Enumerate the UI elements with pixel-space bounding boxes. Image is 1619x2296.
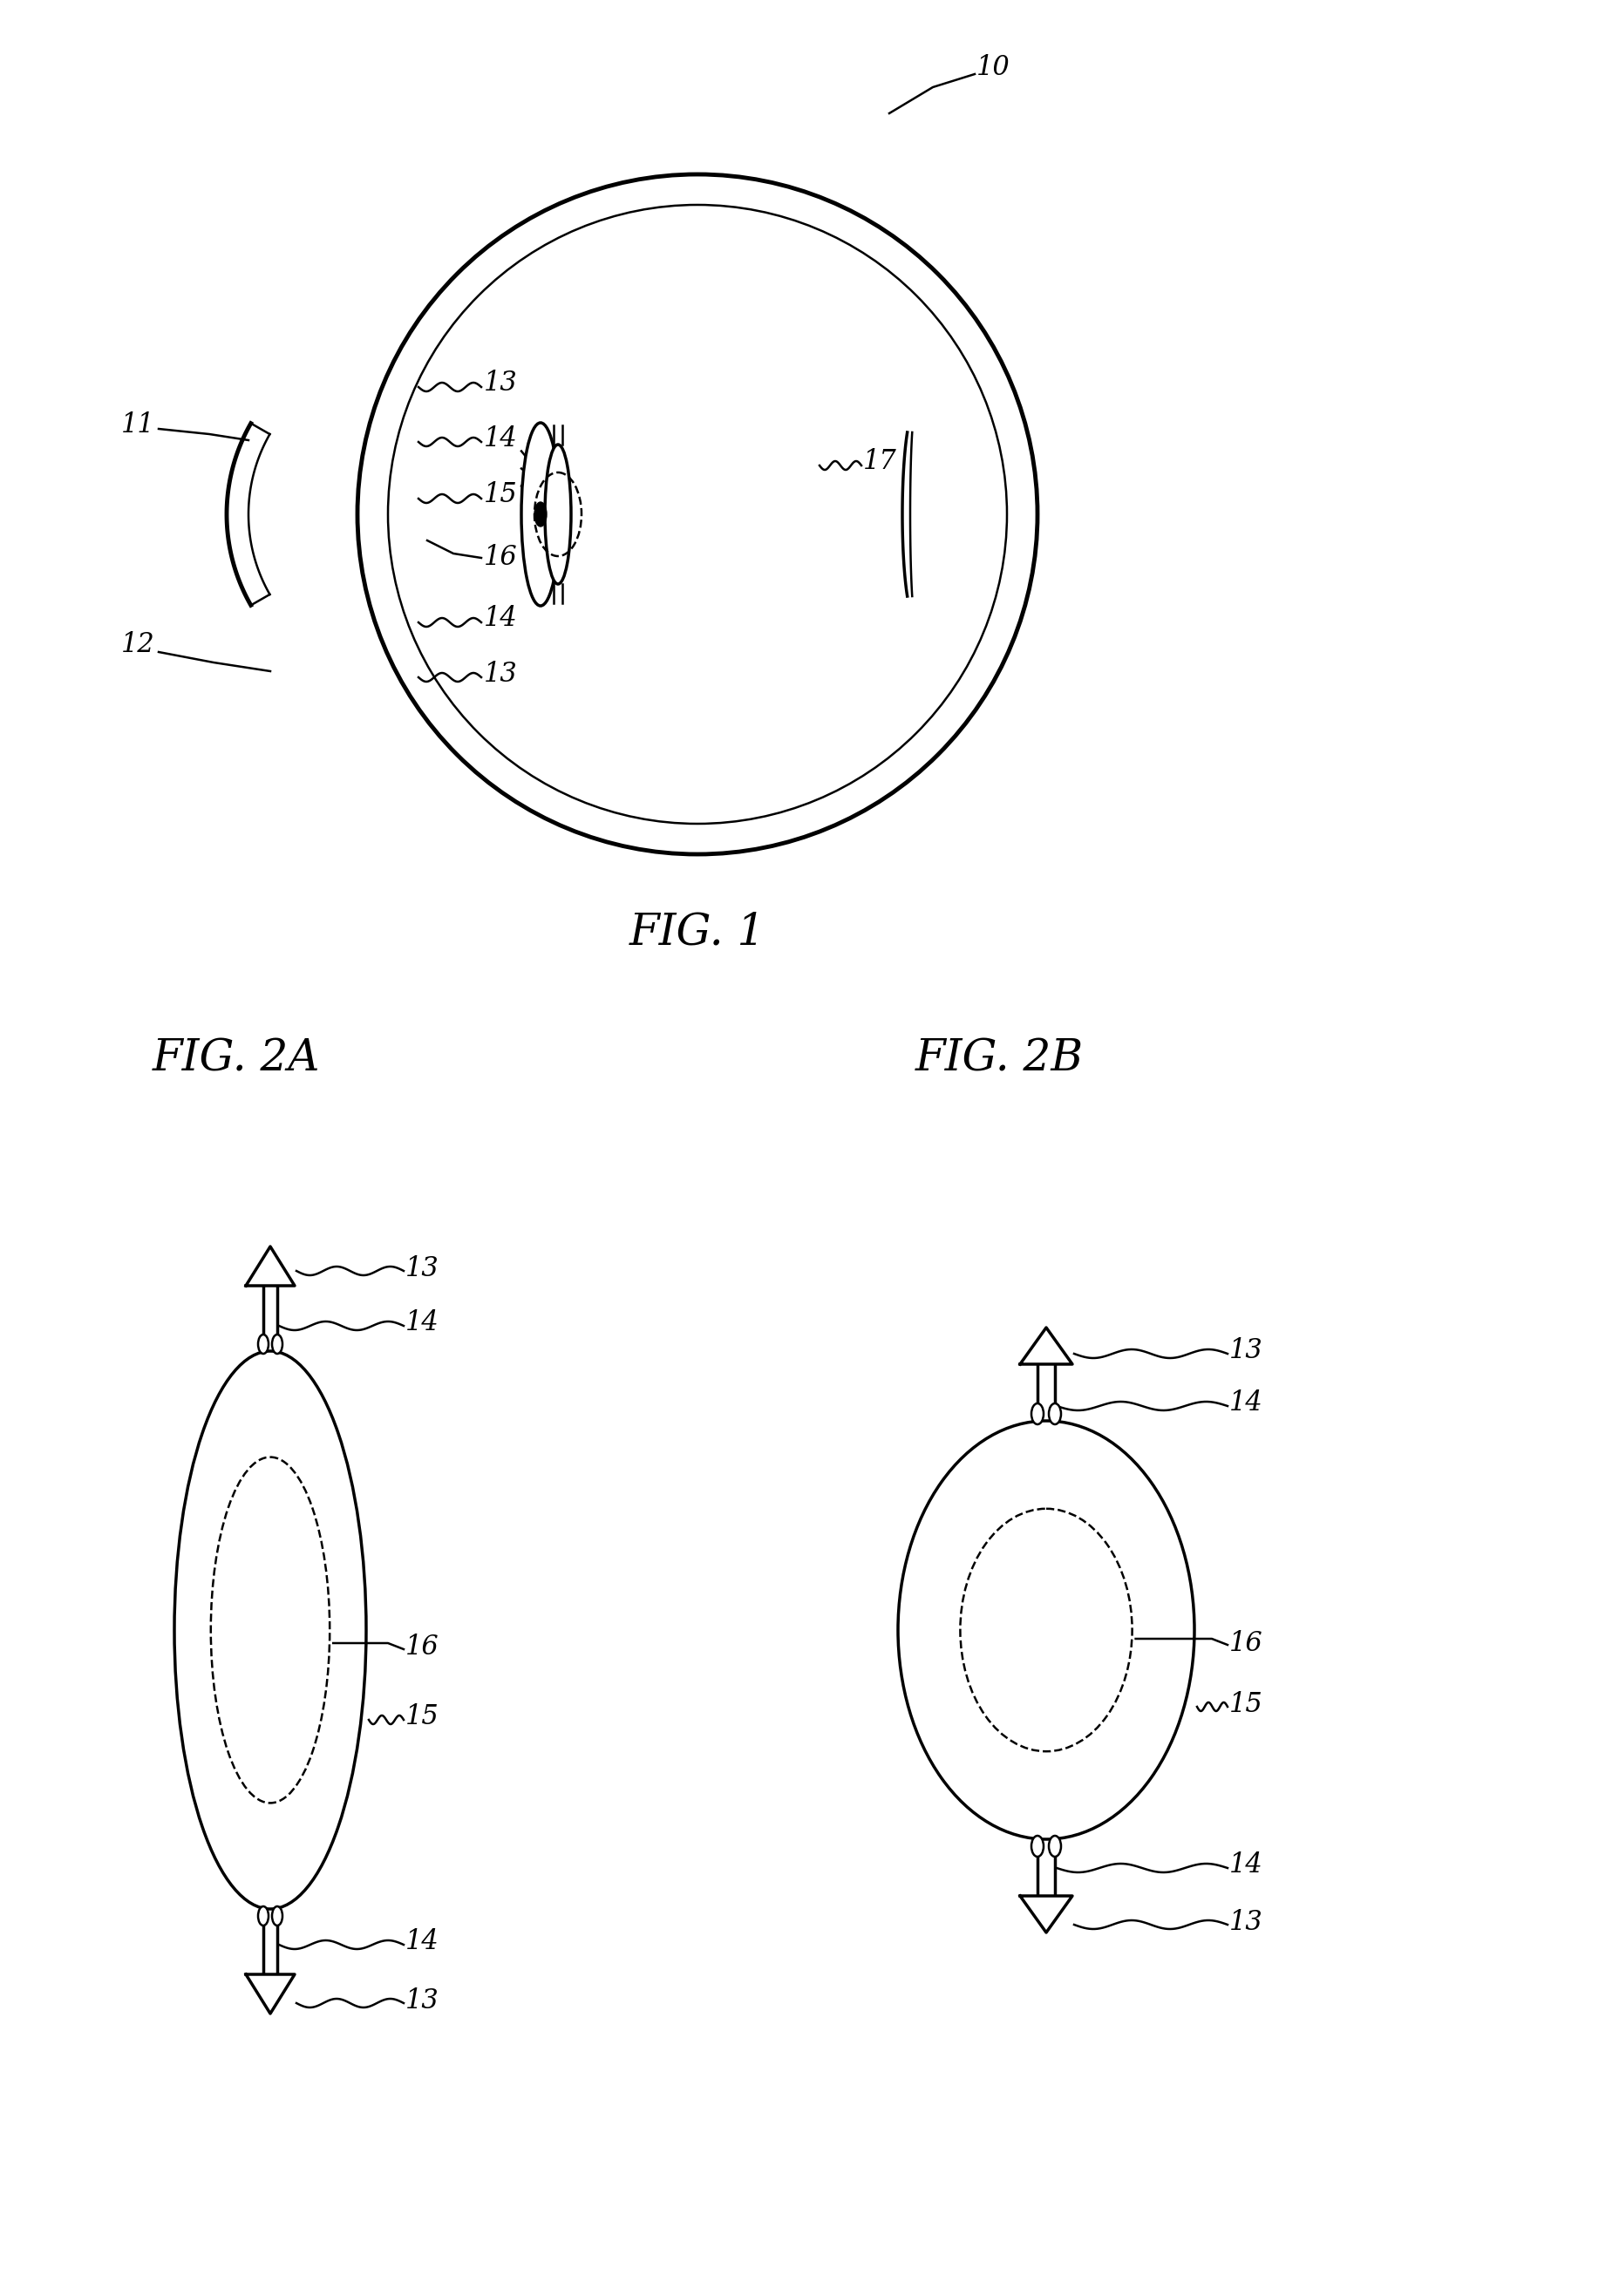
Text: 16: 16 [1229,1630,1263,1658]
Polygon shape [246,1975,295,2014]
Text: 13: 13 [405,1256,439,1281]
Ellipse shape [1047,1837,1060,1857]
Text: 16: 16 [484,544,518,572]
Ellipse shape [257,1906,269,1926]
Text: 13: 13 [484,370,518,397]
Ellipse shape [1047,1403,1060,1424]
Ellipse shape [544,445,572,583]
Ellipse shape [897,1421,1193,1839]
Text: 12: 12 [121,631,155,659]
Polygon shape [1020,1327,1072,1364]
Text: FIG. 2A: FIG. 2A [152,1038,321,1081]
Ellipse shape [521,422,560,606]
Text: 15: 15 [405,1704,439,1731]
Text: 11: 11 [121,411,155,439]
Text: FIG. 1: FIG. 1 [628,912,766,955]
Text: 14: 14 [1229,1853,1263,1878]
Text: 10: 10 [976,55,1010,80]
Text: FIG. 2B: FIG. 2B [915,1038,1083,1081]
Text: 13: 13 [1229,1339,1263,1364]
Text: 14: 14 [484,606,518,631]
Text: 15: 15 [1229,1690,1263,1717]
Polygon shape [246,1247,295,1286]
Text: 13: 13 [1229,1908,1263,1936]
Text: 14: 14 [484,425,518,452]
Text: 13: 13 [484,661,518,687]
Text: 14: 14 [1229,1389,1263,1417]
Ellipse shape [1031,1403,1043,1424]
Text: 16: 16 [405,1635,439,1660]
Text: 13: 13 [405,1986,439,2014]
Ellipse shape [257,1334,269,1355]
Ellipse shape [272,1906,282,1926]
Text: 17: 17 [863,448,897,475]
Ellipse shape [534,503,546,526]
Ellipse shape [1031,1837,1043,1857]
Text: 14: 14 [405,1309,439,1336]
Ellipse shape [272,1334,282,1355]
Text: 15: 15 [484,482,518,510]
Polygon shape [1020,1896,1072,1933]
Text: 14: 14 [405,1929,439,1956]
Ellipse shape [175,1350,366,1908]
